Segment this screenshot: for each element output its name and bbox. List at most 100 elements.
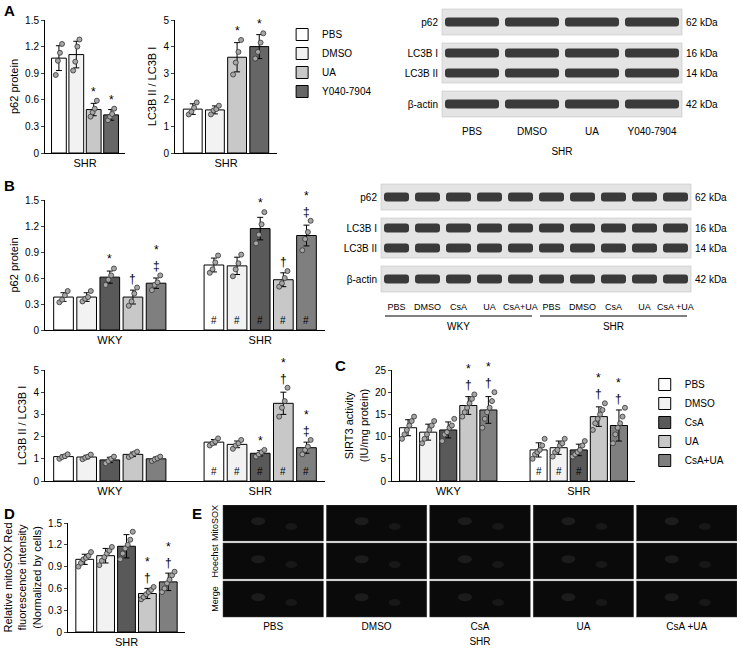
svg-text:CsA: CsA — [471, 621, 490, 632]
svg-text:16 kDa: 16 kDa — [695, 223, 727, 234]
svg-text:*‡: *‡ — [153, 243, 160, 273]
svg-text:20: 20 — [375, 387, 387, 398]
svg-text:β-actin: β-actin — [347, 274, 377, 285]
svg-text:#: # — [303, 315, 309, 326]
svg-text:*‡: *‡ — [303, 408, 310, 438]
svg-text:WKY: WKY — [97, 334, 123, 346]
svg-text:LC3B I: LC3B I — [346, 223, 377, 234]
svg-text:1: 1 — [33, 453, 39, 464]
svg-text:#: # — [536, 466, 542, 477]
svg-text:#: # — [576, 466, 582, 477]
svg-text:42 kDa: 42 kDa — [695, 274, 727, 285]
svg-text:DMSO: DMSO — [569, 302, 596, 312]
svg-text:*: * — [91, 85, 96, 99]
svg-text:0: 0 — [56, 627, 62, 638]
svg-text:0: 0 — [33, 148, 39, 159]
svg-text:*†: *† — [465, 362, 472, 392]
svg-text:SIRT3 activity(IU/mg protein): SIRT3 activity(IU/mg protein) — [343, 389, 369, 462]
svg-text:Y040-7904: Y040-7904 — [322, 86, 371, 97]
svg-text:3: 3 — [33, 409, 39, 420]
svg-text:1.2: 1.2 — [25, 221, 39, 232]
svg-text:0: 0 — [163, 148, 169, 159]
svg-text:42 kDa: 42 kDa — [686, 99, 718, 110]
svg-text:MitoSOX: MitoSOX — [210, 505, 220, 541]
svg-text:PBS: PBS — [542, 302, 560, 312]
svg-text:*†: *† — [280, 356, 287, 386]
svg-text:UA: UA — [638, 302, 651, 312]
svg-text:UA: UA — [685, 436, 699, 447]
svg-text:SHR: SHR — [603, 321, 624, 332]
svg-text:CsA+UA: CsA+UA — [503, 302, 538, 312]
svg-text:PBS: PBS — [387, 302, 405, 312]
svg-text:*: * — [258, 434, 263, 448]
svg-text:CsA+UA: CsA+UA — [685, 455, 724, 466]
svg-text:SHR: SHR — [115, 636, 138, 648]
svg-text:0.3: 0.3 — [48, 605, 62, 616]
svg-text:*†: *† — [485, 360, 492, 390]
svg-text:#: # — [280, 315, 286, 326]
svg-text:1.2: 1.2 — [25, 41, 39, 52]
svg-text:PBS: PBS — [685, 379, 705, 390]
svg-text:DMSO: DMSO — [517, 126, 547, 137]
svg-text:DMSO: DMSO — [685, 398, 715, 409]
svg-text:PBS: PBS — [462, 126, 482, 137]
svg-text:DMSO: DMSO — [322, 48, 352, 59]
svg-text:10: 10 — [375, 431, 387, 442]
svg-text:SHR: SHR — [73, 157, 96, 169]
svg-text:SHR: SHR — [214, 157, 237, 169]
svg-text:†: † — [129, 272, 136, 286]
svg-text:CsA +UA: CsA +UA — [657, 302, 694, 312]
svg-text:SHR: SHR — [469, 636, 490, 647]
svg-text:3: 3 — [163, 68, 169, 79]
svg-text:#: # — [257, 466, 263, 477]
svg-text:*†: *† — [165, 540, 172, 570]
svg-text:LC3B II: LC3B II — [405, 68, 438, 79]
svg-text:5: 5 — [380, 453, 386, 464]
svg-text:#: # — [303, 466, 309, 477]
svg-text:LC3B I: LC3B I — [407, 48, 438, 59]
svg-text:0.9: 0.9 — [48, 561, 62, 572]
svg-text:Y040-7904: Y040-7904 — [628, 126, 677, 137]
svg-text:4: 4 — [33, 387, 39, 398]
svg-text:UA: UA — [483, 302, 496, 312]
svg-text:*: * — [257, 17, 262, 31]
svg-text:1.5: 1.5 — [25, 195, 39, 206]
svg-text:UA: UA — [585, 126, 599, 137]
svg-text:*†: *† — [595, 371, 602, 401]
svg-text:62 kDa: 62 kDa — [686, 17, 718, 28]
svg-text:1: 1 — [163, 121, 169, 132]
svg-text:DMSO: DMSO — [414, 302, 441, 312]
svg-text:*†: *† — [144, 555, 151, 585]
svg-text:0.6: 0.6 — [25, 94, 39, 105]
svg-text:0.6: 0.6 — [48, 583, 62, 594]
svg-text:4: 4 — [163, 41, 169, 52]
svg-text:15: 15 — [375, 409, 387, 420]
svg-text:PBS: PBS — [322, 29, 342, 40]
svg-text:1.2: 1.2 — [48, 539, 62, 550]
svg-text:WKY: WKY — [436, 485, 462, 497]
svg-text:LC3B II: LC3B II — [344, 243, 377, 254]
svg-text:1.5: 1.5 — [25, 15, 39, 26]
svg-text:#: # — [234, 466, 240, 477]
svg-text:Hoechst: Hoechst — [210, 544, 220, 578]
svg-text:16 kDa: 16 kDa — [686, 48, 718, 59]
svg-text:CsA: CsA — [450, 302, 467, 312]
svg-text:SHR: SHR — [551, 146, 572, 157]
svg-text:*†: *† — [615, 376, 622, 406]
svg-text:62 kDa: 62 kDa — [695, 192, 727, 203]
svg-text:CsA: CsA — [605, 302, 622, 312]
svg-text:*: * — [107, 252, 112, 266]
svg-text:CsA: CsA — [685, 417, 704, 428]
svg-text:14 kDa: 14 kDa — [686, 68, 718, 79]
svg-text:CsA +UA: CsA +UA — [666, 621, 707, 632]
svg-text:*: * — [258, 196, 263, 210]
svg-text:5: 5 — [163, 15, 169, 26]
svg-text:*‡: *‡ — [303, 189, 310, 219]
svg-text:p62 protein: p62 protein — [8, 59, 20, 114]
svg-text:#: # — [234, 315, 240, 326]
svg-text:*: * — [235, 24, 240, 38]
svg-text:14 kDa: 14 kDa — [695, 243, 727, 254]
svg-text:DMSO: DMSO — [362, 621, 392, 632]
svg-text:SHR: SHR — [567, 485, 590, 497]
svg-text:25: 25 — [375, 365, 387, 376]
